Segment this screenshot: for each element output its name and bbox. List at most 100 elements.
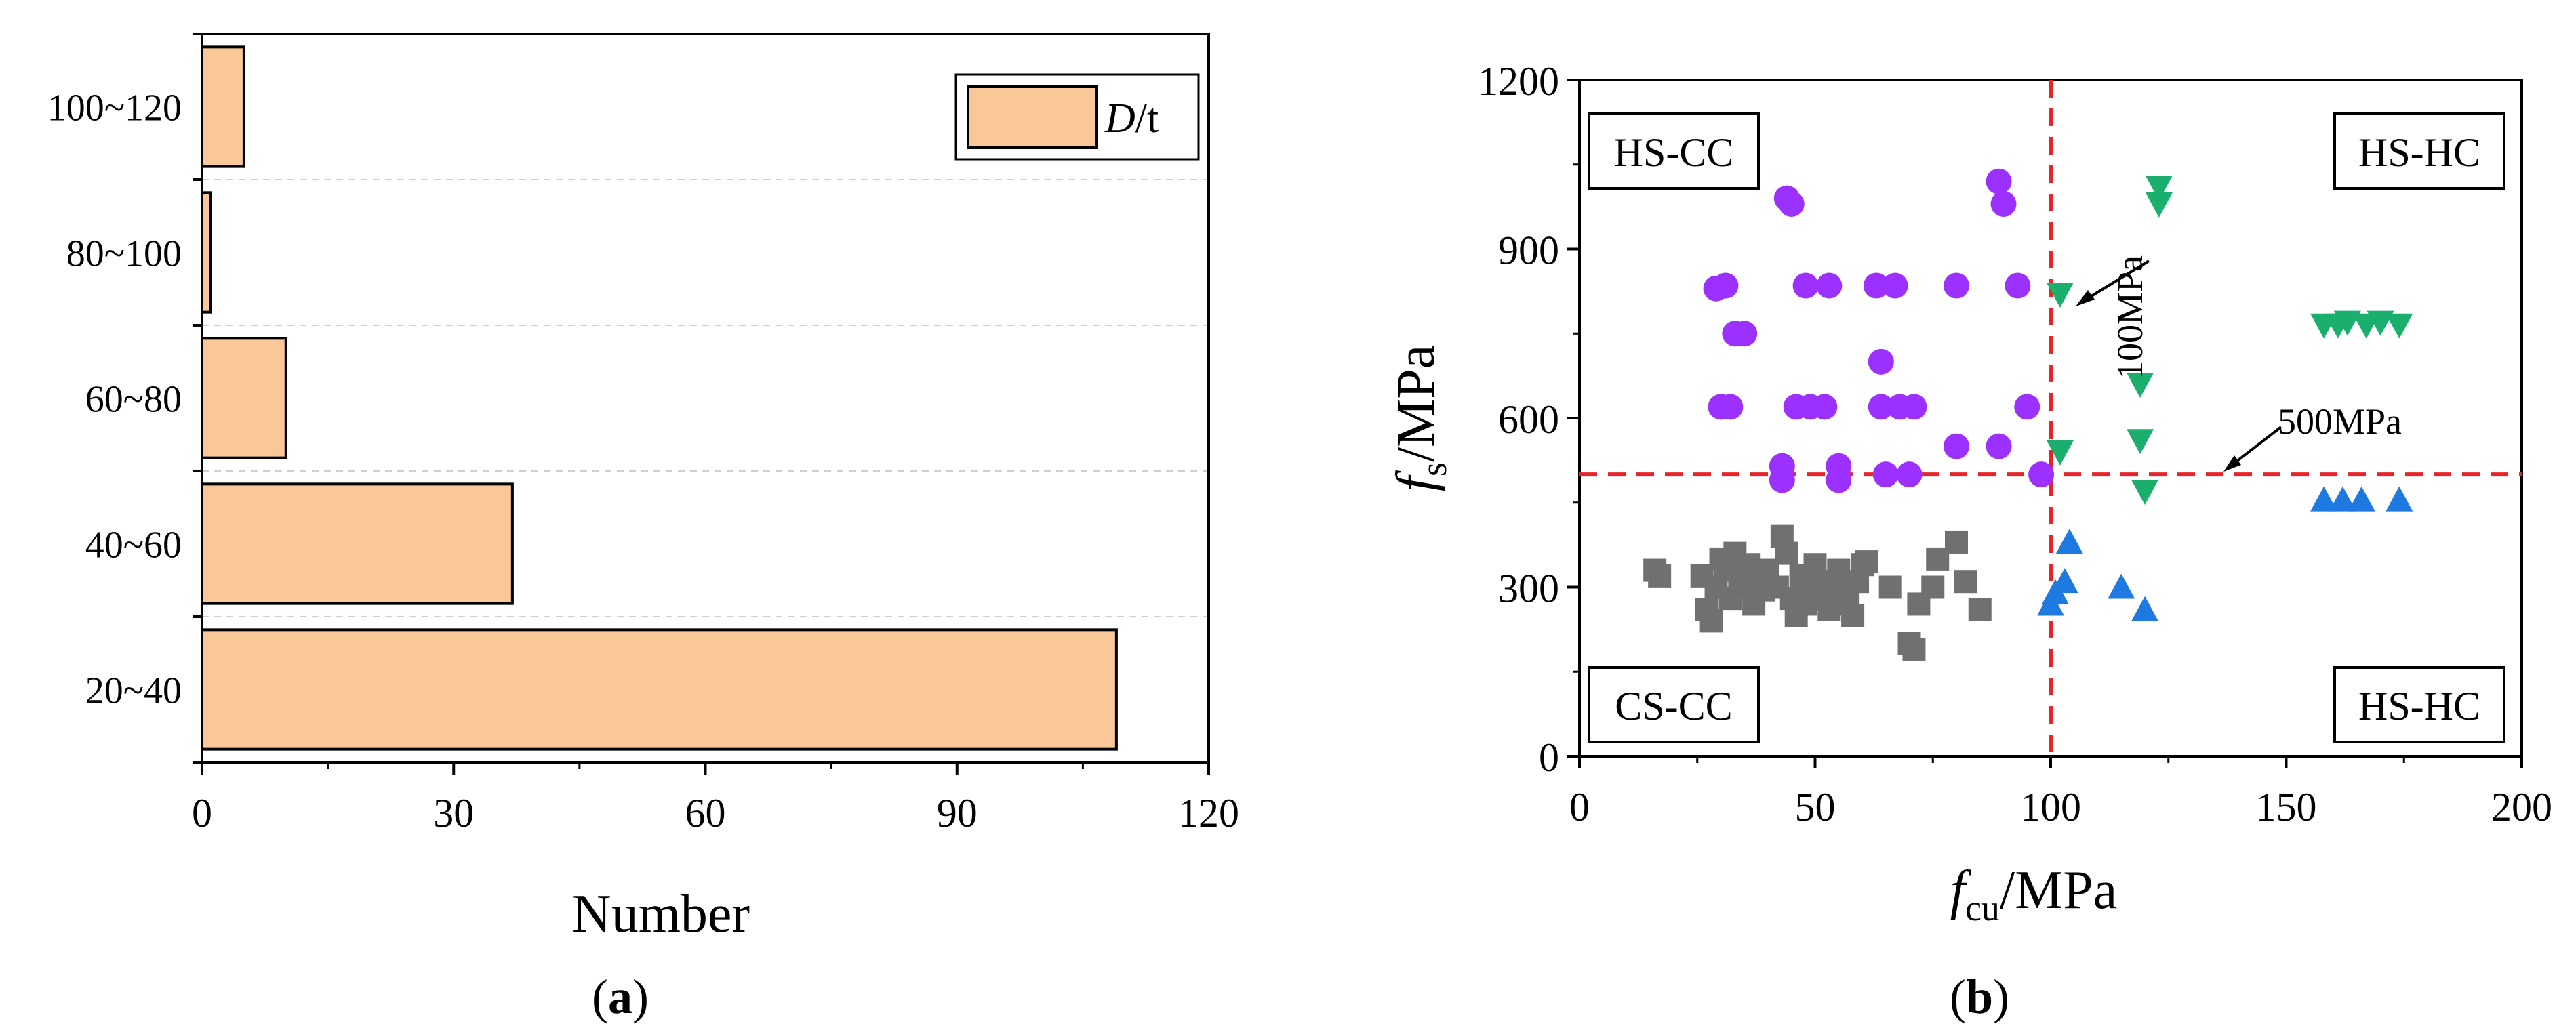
scatter-y-tick-label: 1200 (1478, 59, 1559, 104)
annotation-100mpa: 100MPa (2076, 255, 2150, 379)
point-cs-hc (2310, 486, 2338, 512)
scatter-y-tick-label: 0 (1539, 735, 1559, 780)
point-hs-cc (1986, 168, 2012, 194)
point-hs-hc (2046, 440, 2074, 466)
bar-legend: D/t (954, 73, 1200, 161)
point-cs-cc (1775, 541, 1798, 565)
point-hs-cc (2005, 272, 2031, 299)
point-cs-cc (1902, 637, 1926, 661)
point-cs-cc (1945, 530, 1968, 554)
point-hs-cc (2028, 461, 2055, 488)
point-hs-hc (2127, 373, 2154, 398)
point-cs-hc (2329, 486, 2356, 512)
annotation-100mpa-label: 100MPa (2110, 255, 2150, 379)
scatter-x-tick-label: 100 (2020, 785, 2081, 829)
point-cs-hc (2108, 573, 2135, 599)
point-cs-cc (1921, 575, 1945, 599)
scatter-y-tick-label: 600 (1498, 397, 1559, 442)
point-hs-cc (1778, 190, 1805, 217)
scatter-x-tick-label: 200 (2491, 785, 2552, 829)
svg-text:HS-CC: HS-CC (1614, 130, 1734, 175)
bar-x-axis-title: Number (572, 884, 750, 944)
point-hs-cc (1863, 272, 1889, 299)
point-hs-hc (2046, 283, 2074, 308)
point-hs-cc (1868, 394, 1894, 420)
bar-x-ticks: 0 30 60 90 120 (192, 762, 1239, 836)
svg-text:CS-CC: CS-CC (1615, 684, 1732, 728)
point-hs-hc (2367, 310, 2394, 336)
point-hs-cc (1944, 272, 1969, 299)
point-hs-cc (1944, 433, 1969, 459)
bar-category-label: 20~40 (85, 670, 182, 712)
point-cs-hc (2055, 528, 2083, 554)
bar-category-label: 100~120 (47, 87, 182, 129)
quadrant-label-bottom-left: CS-CC (1588, 666, 1760, 743)
bar-60~80 (201, 337, 287, 459)
point-hs-hc (2145, 192, 2173, 218)
point-hs-cc (1872, 461, 1899, 488)
point-hs-cc (1811, 394, 1838, 420)
point-cs-cc (1968, 598, 1992, 621)
bar-x-tick-label: 120 (1178, 791, 1239, 836)
svg-text:HS-HC: HS-HC (2358, 130, 2480, 175)
point-hs-cc (1986, 433, 2012, 459)
bar-category-label: 40~60 (85, 524, 182, 566)
bar-gridlines (202, 179, 1209, 617)
panel-a-label: (a) (592, 970, 649, 1024)
point-hs-cc (1882, 272, 1908, 299)
point-cs-hc (2386, 486, 2413, 512)
point-hs-cc (1816, 272, 1843, 299)
scatter-x-axis-title: fcu/MPa (1950, 861, 2118, 928)
point-hs-cc (1868, 348, 1894, 375)
bar-x-tick-label: 30 (433, 791, 474, 836)
point-hs-cc (1717, 394, 1744, 420)
scatter-x-tick-label: 50 (1795, 785, 1836, 829)
svg-text:HS-HC: HS-HC (2358, 684, 2480, 728)
legend-swatch (967, 85, 1098, 149)
point-cs-cc (1841, 604, 1865, 627)
scatter-y-tick-label: 900 (1498, 228, 1559, 273)
panel-b-label: (b) (1950, 970, 2009, 1024)
point-cs-cc (1648, 564, 1672, 588)
annotation-500mpa: 500MPa (2223, 401, 2402, 472)
bar-category-label: 60~80 (85, 379, 182, 421)
point-hs-hc (2127, 429, 2154, 455)
bar-y-ticks: 20~40 40~60 60~80 80~100 100~120 (47, 33, 202, 764)
bar-x-tick-label: 0 (192, 791, 212, 836)
point-hs-cc (1769, 467, 1795, 493)
point-cs-hc (2051, 568, 2078, 594)
point-hs-hc (2333, 310, 2361, 336)
point-cs-cc (1855, 550, 1878, 574)
bar-x-tick-label: 90 (937, 791, 978, 836)
point-hs-cc (1896, 461, 1923, 488)
point-hs-cc (1901, 394, 1927, 420)
scatter-x-ticks: 0 50 100 150 200 (1569, 756, 2552, 829)
quadrant-label-top-right: HS-HC (2333, 112, 2505, 190)
point-hs-cc (1712, 272, 1739, 299)
scatter-points (1643, 168, 2413, 661)
scatter-x-tick-label: 0 (1569, 785, 1590, 829)
bar-category-label: 80~100 (66, 233, 182, 275)
scatter-y-axis-title: fs/MPa (1386, 345, 1454, 492)
legend-label: D/t (1104, 96, 1159, 142)
point-hs-cc (1792, 272, 1819, 299)
scatter-x-tick-label: 150 (2256, 785, 2317, 829)
point-hs-hc (2145, 176, 2173, 201)
point-hs-cc (1826, 467, 1852, 493)
bar-20~40 (201, 628, 1118, 751)
bar-40~60 (201, 482, 514, 605)
point-cs-hc (2131, 596, 2158, 621)
bars (201, 45, 1118, 751)
point-cs-cc (1699, 609, 1723, 633)
annotation-500mpa-label: 500MPa (2278, 401, 2402, 442)
quadrant-label-top-left: HS-CC (1588, 112, 1760, 190)
point-hs-hc (2131, 480, 2158, 506)
quadrant-label-bottom-right: HS-HC (2333, 666, 2505, 743)
bar-100~120 (201, 45, 245, 168)
point-cs-cc (1954, 570, 1977, 594)
scatter-y-ticks: 0 300 600 900 1200 (1478, 59, 1579, 780)
scatter-y-tick-label: 300 (1498, 566, 1559, 611)
